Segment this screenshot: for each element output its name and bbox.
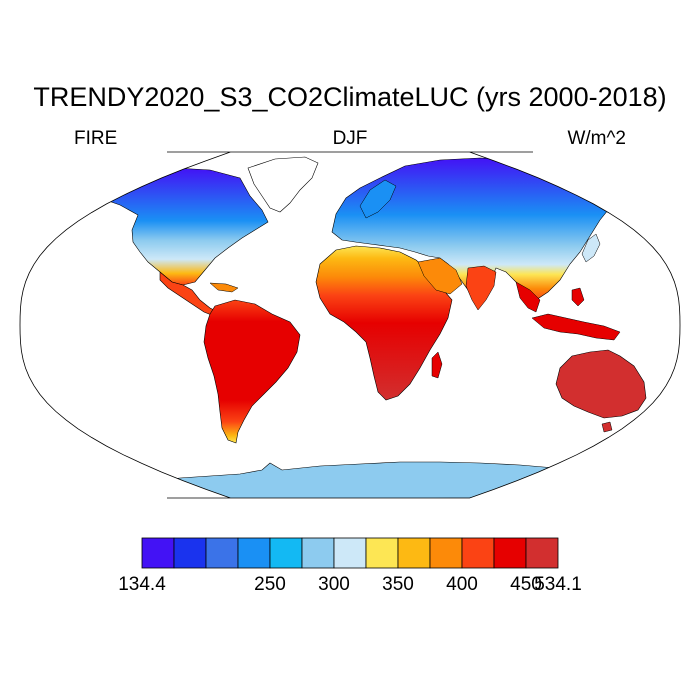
south-america-region <box>203 299 301 444</box>
map-border <box>19 151 681 499</box>
southeast-asia-region <box>515 281 541 313</box>
colorbar-swatch-1 <box>173 537 207 569</box>
season-label: DJF <box>332 128 368 149</box>
caribbean-islands <box>209 282 239 293</box>
tasmania-island <box>601 421 613 433</box>
colorbar-swatch-12 <box>525 537 559 569</box>
colorbar-swatch-6 <box>333 537 367 569</box>
colorbar-tick-label: 250 <box>254 574 286 595</box>
indonesia-islands <box>531 313 621 341</box>
arabia-region <box>417 257 463 295</box>
figure-title: TRENDY2020_S3_CO2ClimateLUC (yrs 2000-20… <box>33 82 667 112</box>
north-america-region <box>91 167 269 286</box>
australia-region <box>555 349 647 419</box>
colorbar-tick-label: 350 <box>382 574 414 595</box>
colorbar-tick-label: 534.1 <box>534 574 582 595</box>
units-label: W/m^2 <box>567 128 626 149</box>
colorbar-swatch-9 <box>429 537 463 569</box>
madagascar-region <box>431 351 443 379</box>
colorbar-swatch-2 <box>205 537 239 569</box>
colorbar-swatch-11 <box>493 537 527 569</box>
india-region <box>465 265 497 311</box>
colorbar-tick-label: 400 <box>446 574 478 595</box>
land-fill-layer <box>91 156 667 498</box>
colorbar-swatch-7 <box>365 537 399 569</box>
eurasia-region <box>331 157 613 301</box>
africa-region <box>315 245 453 401</box>
colorbar-swatch-8 <box>397 537 431 569</box>
scandinavia-region <box>359 179 397 219</box>
colorbar-swatch-10 <box>461 537 495 569</box>
variable-label: FIRE <box>74 128 118 149</box>
antarctica-region <box>127 461 583 498</box>
colorbar-swatch-3 <box>237 537 271 569</box>
colorbar-tick-label: 134.4 <box>118 574 166 595</box>
japan-islands <box>581 233 601 263</box>
philippines-islands <box>571 287 585 307</box>
colorbar-swatch-0 <box>141 537 175 569</box>
colorbar-tick-label: 300 <box>318 574 350 595</box>
greenland-outline <box>247 156 319 213</box>
colorbar-swatch-4 <box>269 537 303 569</box>
colorbar-swatch-5 <box>301 537 335 569</box>
colorbar-tick-label: 450 <box>510 574 542 595</box>
